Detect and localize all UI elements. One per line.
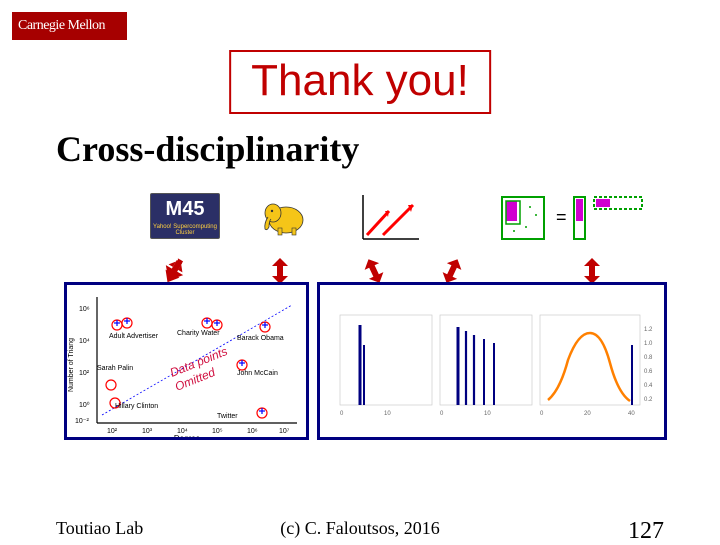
svg-text:0.8: 0.8	[644, 355, 653, 361]
xlabel: Degree	[174, 434, 201, 440]
svg-text:0: 0	[440, 411, 444, 417]
svg-text:10⁵: 10⁵	[212, 428, 223, 435]
svg-text:10²: 10²	[79, 370, 90, 377]
cmu-logo-text: Carnegie Mellon	[18, 18, 105, 33]
panel-row: 10⁻² 10⁰ 10² 10⁴ 10⁶ 10² 10³ 10⁴ 10⁵ 10⁶…	[64, 282, 672, 440]
scatter-chart: 10⁻² 10⁰ 10² 10⁴ 10⁶ 10² 10³ 10⁴ 10⁵ 10⁶…	[67, 285, 309, 440]
label-obama: Barack Obama	[237, 335, 284, 342]
svg-text:0.6: 0.6	[644, 369, 653, 375]
label-charity: Charity Water	[177, 330, 220, 337]
label-clinton: Hillary Clinton	[115, 403, 158, 410]
m45-badge: M45 Yahoo! Supercomputing Cluster	[150, 193, 220, 239]
ylabel: Number of Triang	[68, 338, 75, 392]
label-palin: Sarah Palin	[97, 365, 133, 372]
arrow-icon	[268, 258, 292, 284]
axes-red-icon	[355, 191, 425, 245]
scatter-panel: 10⁻² 10⁰ 10² 10⁴ 10⁶ 10² 10³ 10⁴ 10⁵ 10⁶…	[64, 282, 309, 440]
footer-left: Toutiao Lab	[56, 518, 143, 539]
subtitle-text: Cross-disciplinarity	[56, 129, 359, 169]
svg-text:10⁶: 10⁶	[247, 428, 258, 435]
svg-text:0: 0	[340, 411, 344, 417]
svg-text:10⁴: 10⁴	[79, 338, 90, 345]
spectra-chart: 0.2 0.4 0.6 0.8 1.0 1.2 0 10 0 10 0 20 4…	[320, 285, 667, 440]
svg-text:10⁰: 10⁰	[79, 401, 90, 409]
svg-text:1.0: 1.0	[644, 341, 653, 347]
svg-text:10²: 10²	[107, 428, 118, 435]
footer-center: (c) C. Faloutsos, 2016	[280, 518, 440, 539]
svg-text:10: 10	[384, 411, 391, 417]
label-twitter: Twitter	[217, 413, 238, 420]
svg-text:10³: 10³	[142, 428, 153, 435]
label-mccain: John McCain	[237, 370, 278, 377]
equals-text: =	[556, 207, 567, 227]
footer-page-number: 127	[628, 518, 664, 545]
svg-text:10: 10	[484, 411, 491, 417]
matrix-decomp-icon: =	[500, 191, 650, 245]
hadoop-elephant-icon	[260, 195, 308, 237]
icon-row: M45 Yahoo! Supercomputing Cluster =	[150, 185, 660, 255]
svg-text:10⁷: 10⁷	[279, 428, 290, 435]
subtitle: Cross-disciplinarity	[56, 128, 359, 170]
spectra-panel: 0.2 0.4 0.6 0.8 1.0 1.2 0 10 0 10 0 20 4…	[317, 282, 667, 440]
svg-text:1.2: 1.2	[644, 327, 653, 333]
cmu-logo: Carnegie Mellon	[12, 12, 127, 40]
m45-sub-text: Yahoo! Supercomputing Cluster	[151, 224, 219, 236]
m45-main-text: M45	[151, 194, 219, 224]
svg-text:10⁻²: 10⁻²	[75, 418, 89, 425]
svg-text:0: 0	[540, 411, 544, 417]
arrow-icon	[580, 258, 604, 284]
label-adult: Adult Advertiser	[109, 333, 158, 340]
svg-text:0.2: 0.2	[644, 397, 653, 403]
svg-text:20: 20	[584, 411, 591, 417]
svg-text:10⁶: 10⁶	[79, 306, 90, 313]
page-title-text: Thank you!	[251, 56, 469, 105]
page-title: Thank you!	[229, 50, 491, 114]
svg-text:40: 40	[628, 411, 635, 417]
svg-text:0.4: 0.4	[644, 383, 653, 389]
